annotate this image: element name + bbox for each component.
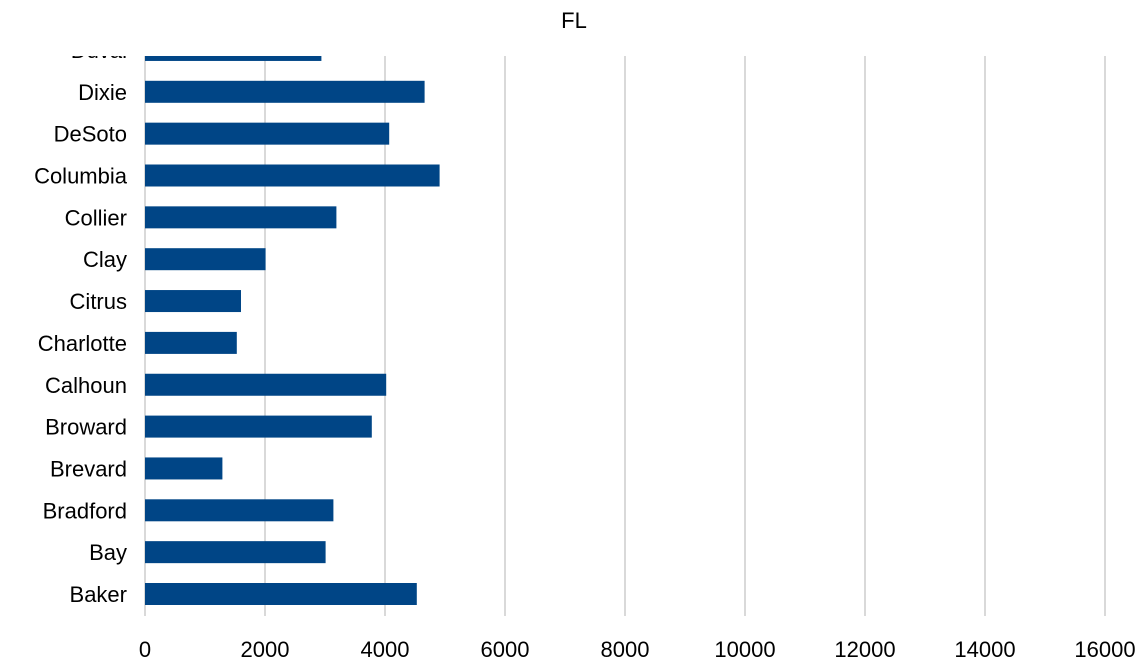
bar-baker: [145, 583, 417, 605]
x-tick-label: 0: [139, 637, 151, 662]
category-label: Baker: [70, 582, 127, 607]
x-tick-label: 8000: [601, 637, 650, 662]
bar-desoto: [145, 122, 390, 145]
category-label: Clay: [83, 247, 127, 272]
x-tick-label: 10000: [714, 637, 775, 662]
bar-clay: [145, 248, 266, 271]
chart-title: FL: [561, 8, 587, 33]
category-label: Calhoun: [45, 373, 127, 398]
x-tick-label: 2000: [241, 637, 290, 662]
category-label: DeSoto: [54, 122, 127, 147]
category-label: Broward: [45, 415, 127, 440]
bar-dixie: [145, 80, 425, 103]
category-label: Bradford: [43, 498, 127, 523]
bar-charlotte: [145, 331, 237, 354]
bar-bay: [145, 541, 326, 564]
x-tick-label: 12000: [834, 637, 895, 662]
x-tick-label: 14000: [954, 637, 1015, 662]
category-label: Dixie: [78, 80, 127, 105]
bar-collier: [145, 206, 337, 229]
x-tick-label: 6000: [481, 637, 530, 662]
category-label: Charlotte: [38, 331, 127, 356]
category-label: Brevard: [50, 456, 127, 481]
category-labels: Baker Bay Bradford Brevard Broward Calhoun Cha…: [34, 38, 128, 607]
category-label: Collier: [65, 205, 127, 230]
x-tick-labels: 0 2000 4000 6000 8000 10000 12000 14000 16000: [139, 637, 1136, 662]
x-tick-label: 4000: [361, 637, 410, 662]
bar-bradford: [145, 499, 334, 522]
category-label: Bay: [89, 540, 127, 565]
bars: [145, 56, 440, 605]
bar-duval: [145, 56, 322, 61]
category-label: Duval: [71, 38, 127, 63]
category-label: Columbia: [34, 164, 128, 189]
category-label: Citrus: [70, 289, 127, 314]
bar-columbia: [145, 164, 440, 187]
bar-broward: [145, 415, 372, 438]
x-tick-label: 16000: [1074, 637, 1135, 662]
bar-calhoun: [145, 373, 387, 396]
bar-citrus: [145, 290, 241, 313]
bar-brevard: [145, 457, 223, 480]
